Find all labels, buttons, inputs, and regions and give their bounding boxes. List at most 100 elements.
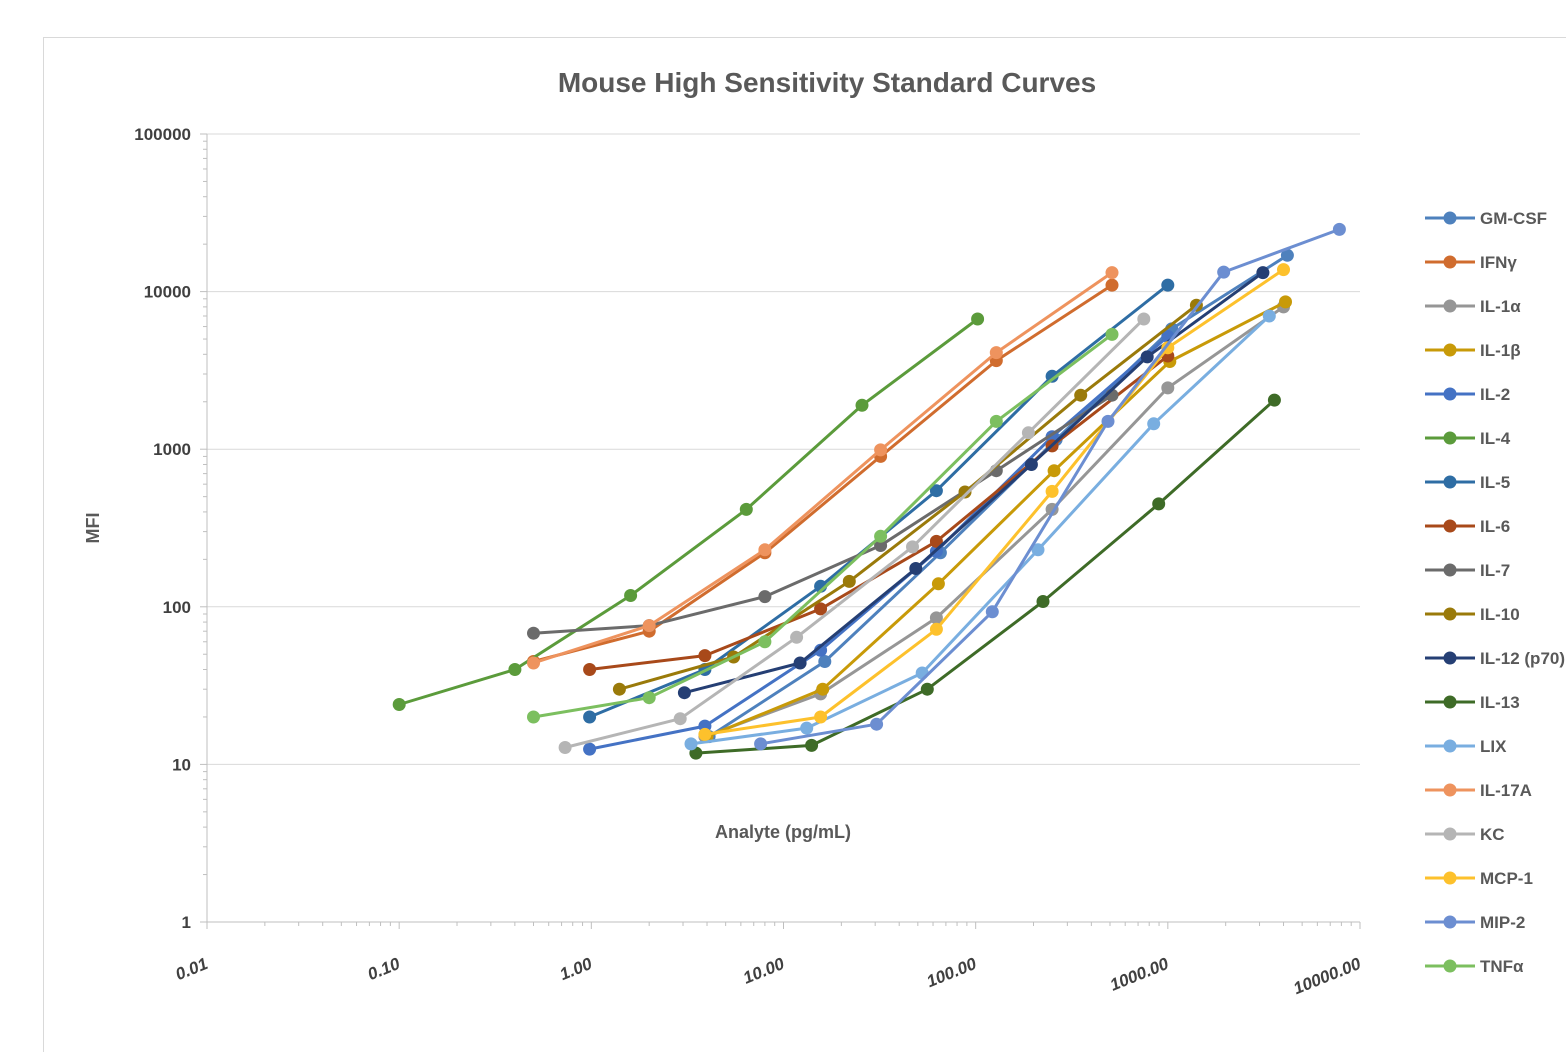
data-point [1161, 278, 1175, 292]
data-point [816, 682, 830, 696]
data-point [558, 741, 572, 754]
data-point [989, 414, 1003, 428]
data-point [1140, 350, 1154, 364]
data-point [793, 656, 807, 670]
legend-label: MIP-2 [1480, 913, 1525, 932]
data-point [818, 655, 832, 668]
x-tick-label: 1000.00 [1107, 954, 1172, 995]
data-point [870, 717, 884, 731]
legend-swatch-marker [1443, 607, 1457, 621]
legend-label: IL-7 [1480, 561, 1510, 580]
data-point [624, 589, 638, 602]
y-tick-label: 10000 [144, 283, 191, 302]
legend-label: LIX [1480, 737, 1507, 756]
series-line-1 [533, 283, 1113, 663]
data-point [739, 502, 753, 516]
data-point [929, 622, 943, 636]
data-point [642, 619, 656, 633]
legend-label: KC [1480, 825, 1505, 844]
legend-label: IL-17A [1480, 781, 1532, 800]
axes [200, 133, 1361, 929]
data-point [698, 727, 712, 741]
series-line-13 [533, 271, 1113, 665]
legend-label: IFNγ [1480, 253, 1517, 272]
series-line-9 [618, 304, 1198, 691]
data-point [814, 602, 828, 616]
series-line-14 [564, 317, 1145, 749]
data-point [874, 443, 888, 457]
data-point [958, 485, 972, 499]
data-point [1217, 265, 1231, 279]
plot-area [392, 222, 1346, 760]
chart-frame [43, 37, 1566, 1052]
data-point [1256, 266, 1270, 280]
legend-label: IL-6 [1480, 517, 1510, 536]
legend-swatch-marker [1443, 915, 1457, 929]
legend-swatch-marker [1443, 519, 1457, 533]
legend-label: IL-1β [1480, 341, 1521, 360]
series-line-3 [706, 300, 1287, 738]
legend-swatch-marker [1443, 563, 1457, 577]
data-point [527, 626, 540, 640]
legend-swatch-marker [1443, 783, 1457, 797]
legend-swatch-marker [1443, 431, 1457, 445]
legend-label: MCP-1 [1480, 869, 1533, 888]
data-point [805, 738, 819, 752]
y-tick-label: 10 [172, 755, 191, 774]
x-tick-label: 1.00 [557, 954, 595, 984]
data-point [642, 691, 656, 705]
series-line-12 [690, 314, 1271, 746]
legend-swatch-marker [1443, 475, 1457, 489]
series-line-7 [589, 354, 1169, 671]
y-tick-label: 100000 [134, 125, 191, 144]
data-point [527, 656, 540, 670]
data-point [931, 577, 945, 591]
data-point [1161, 381, 1175, 395]
legend-swatch-marker [1443, 387, 1457, 401]
legend-label: TNFα [1480, 957, 1524, 976]
data-point [1024, 458, 1038, 471]
legend-label: IL-2 [1480, 385, 1510, 404]
data-point [1152, 497, 1166, 511]
legend-label: IL-10 [1480, 605, 1520, 624]
x-tick-label: 0.01 [173, 954, 211, 984]
data-point [583, 663, 597, 676]
data-point [1101, 414, 1115, 428]
x-tick-label: 100.00 [924, 954, 980, 991]
data-point [758, 635, 772, 649]
legend-label: IL-13 [1480, 693, 1520, 712]
data-point [906, 540, 919, 554]
data-point [814, 710, 828, 724]
y-tick-labels: 1 10 100 1000 10000 100000 [134, 125, 191, 932]
x-axis-label: Analyte (pg/mL) [715, 822, 851, 842]
series-line-17 [533, 333, 1113, 719]
data-point [684, 737, 698, 751]
data-point [874, 539, 888, 552]
data-point [1279, 295, 1292, 309]
x-tick-label: 10000.00 [1291, 954, 1364, 998]
data-point [1105, 266, 1119, 280]
data-point [929, 534, 943, 548]
legend-swatch-marker [1443, 255, 1457, 269]
data-point [920, 682, 934, 696]
data-point [1045, 484, 1059, 498]
series-line-16 [760, 227, 1340, 746]
x-tick-label: 10.00 [740, 954, 787, 988]
data-point [1021, 426, 1035, 440]
legend-swatch-marker [1443, 343, 1457, 357]
data-point [698, 649, 712, 663]
chart-title: Mouse High Sensitivity Standard Curves [558, 67, 1096, 98]
data-point [929, 611, 943, 625]
data-point [1105, 327, 1119, 341]
data-point [1036, 595, 1050, 608]
series-line-5 [398, 317, 979, 706]
data-point [1031, 543, 1045, 557]
data-point [1161, 341, 1175, 355]
series-line-2 [704, 305, 1285, 739]
data-point [790, 630, 804, 644]
legend-swatch-marker [1443, 651, 1457, 665]
data-point [1332, 222, 1346, 236]
legend-label: IL-5 [1480, 473, 1510, 492]
series-line-8 [533, 393, 1113, 635]
